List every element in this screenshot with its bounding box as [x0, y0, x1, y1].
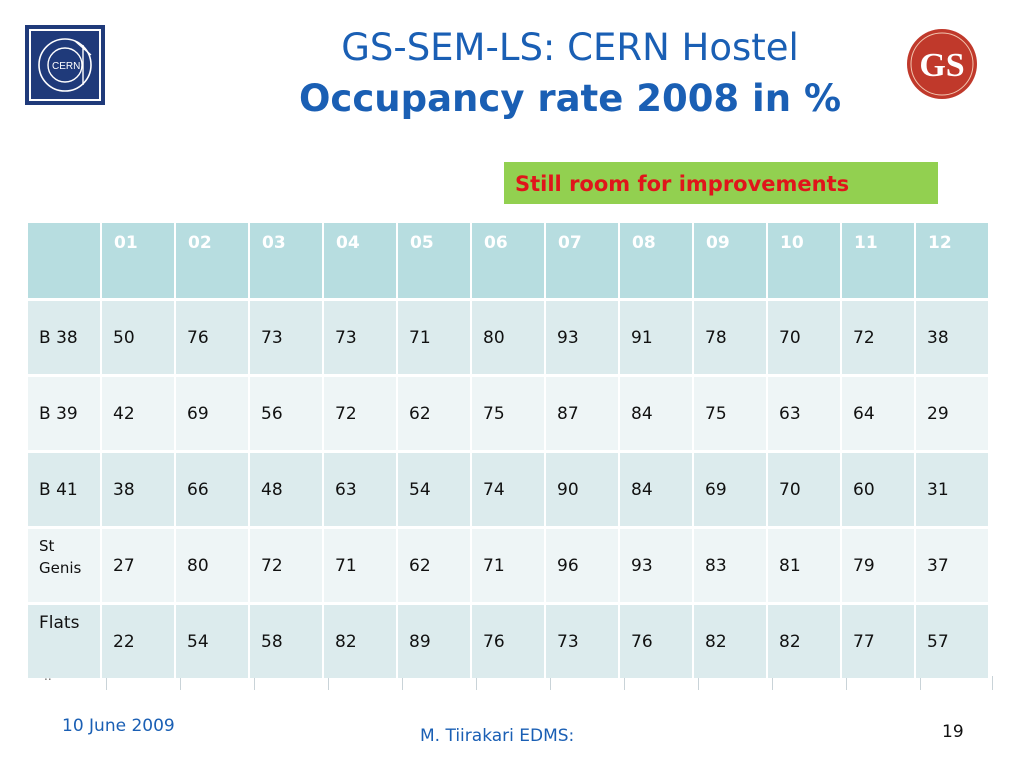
- table-cell: 60: [842, 453, 914, 526]
- table-cell: 75: [694, 377, 766, 450]
- table-cell: 63: [768, 377, 840, 450]
- occupancy-table: 01 02 03 04 05 06 07 08 09 10 11 12 B 38…: [26, 220, 990, 681]
- row-label: St Genis: [28, 529, 100, 602]
- row-label: Flats: [28, 605, 100, 678]
- table-row: B 41 38 66 48 63 54 74 90 84 69 70 60 31: [28, 453, 988, 526]
- table-cell: 71: [398, 301, 470, 374]
- month-header: 12: [916, 223, 988, 298]
- table-cell: 89: [398, 605, 470, 678]
- table-cell: 71: [324, 529, 396, 602]
- table-cell: 90: [546, 453, 618, 526]
- table-row: B 38 50 76 73 73 71 80 93 91 78 70 72 38: [28, 301, 988, 374]
- table-cell: 27: [102, 529, 174, 602]
- table-cell: 62: [398, 529, 470, 602]
- month-header: 08: [620, 223, 692, 298]
- table-row: St Genis 27 80 72 71 62 71 96 93 83 81 7…: [28, 529, 988, 602]
- gs-logo: GS: [906, 28, 978, 100]
- table-row: B 39 42 69 56 72 62 75 87 84 75 63 64 29: [28, 377, 988, 450]
- table-cell: 74: [472, 453, 544, 526]
- slide-title: GS-SEM-LS: CERN Hostel: [341, 26, 799, 69]
- table-cell: 71: [472, 529, 544, 602]
- header-corner: [28, 223, 100, 298]
- table-cell: 54: [176, 605, 248, 678]
- table-cell: 66: [176, 453, 248, 526]
- table-cell: 80: [176, 529, 248, 602]
- table-row: Flats 22 54 58 82 89 76 73 76 82 82 77 5…: [28, 605, 988, 678]
- table-cell: 37: [916, 529, 988, 602]
- table-cell: 78: [694, 301, 766, 374]
- page-number: 19: [942, 722, 964, 742]
- row-label: B 41: [28, 453, 100, 526]
- month-header: 11: [842, 223, 914, 298]
- row-label: B 38: [28, 301, 100, 374]
- month-header: 09: [694, 223, 766, 298]
- improvement-callout: Still room for improvements: [504, 162, 938, 204]
- cern-logo: CERN: [25, 25, 105, 105]
- footer-author: M. Tiirakari EDMS:: [420, 726, 575, 746]
- table-cell: 76: [472, 605, 544, 678]
- table-cell: 69: [176, 377, 248, 450]
- table-cell: 76: [620, 605, 692, 678]
- month-header: 06: [472, 223, 544, 298]
- table-cell: 42: [102, 377, 174, 450]
- table-cell: 79: [842, 529, 914, 602]
- month-header: 01: [102, 223, 174, 298]
- table-cell: 57: [916, 605, 988, 678]
- table-cell: 76: [176, 301, 248, 374]
- table-cell: 22: [102, 605, 174, 678]
- table-cell: 29: [916, 377, 988, 450]
- table-cell: 84: [620, 377, 692, 450]
- table-cell: 77: [842, 605, 914, 678]
- month-header: 02: [176, 223, 248, 298]
- table-cell: 54: [398, 453, 470, 526]
- table-cell: 73: [250, 301, 322, 374]
- table-cell: 91: [620, 301, 692, 374]
- month-header: 05: [398, 223, 470, 298]
- slide-subtitle: Occupancy rate 2008 in %: [298, 77, 842, 120]
- month-header: 03: [250, 223, 322, 298]
- table-cell: 72: [250, 529, 322, 602]
- row-label: B 39: [28, 377, 100, 450]
- table-header-row: 01 02 03 04 05 06 07 08 09 10 11 12: [28, 223, 988, 298]
- table-cell: 96: [546, 529, 618, 602]
- table-cell: 93: [620, 529, 692, 602]
- table-cell: 69: [694, 453, 766, 526]
- table-cell: 38: [102, 453, 174, 526]
- table-cell: 70: [768, 301, 840, 374]
- table-cell: 87: [546, 377, 618, 450]
- table-cell: 73: [324, 301, 396, 374]
- table-cell: 81: [768, 529, 840, 602]
- table-cell: 75: [472, 377, 544, 450]
- gs-logo-text: GS: [919, 47, 964, 84]
- month-header: 07: [546, 223, 618, 298]
- grid-remnant: [30, 676, 993, 690]
- table-cell: 72: [324, 377, 396, 450]
- table-cell: 82: [324, 605, 396, 678]
- table-cell: 62: [398, 377, 470, 450]
- table-cell: 73: [546, 605, 618, 678]
- table-cell: 31: [916, 453, 988, 526]
- table-cell: 80: [472, 301, 544, 374]
- table-cell: 93: [546, 301, 618, 374]
- table-cell: 82: [694, 605, 766, 678]
- table-cell: 64: [842, 377, 914, 450]
- table-cell: 63: [324, 453, 396, 526]
- month-header: 10: [768, 223, 840, 298]
- table-cell: 82: [768, 605, 840, 678]
- table-cell: 70: [768, 453, 840, 526]
- table-cell: 83: [694, 529, 766, 602]
- footer-date: 10 June 2009: [62, 716, 175, 736]
- cern-logo-text: CERN: [52, 61, 80, 72]
- table-cell: 48: [250, 453, 322, 526]
- month-header: 04: [324, 223, 396, 298]
- table-cell: 56: [250, 377, 322, 450]
- table-cell: 58: [250, 605, 322, 678]
- table-cell: 50: [102, 301, 174, 374]
- table-cell: 72: [842, 301, 914, 374]
- table-cell: 38: [916, 301, 988, 374]
- table-cell: 84: [620, 453, 692, 526]
